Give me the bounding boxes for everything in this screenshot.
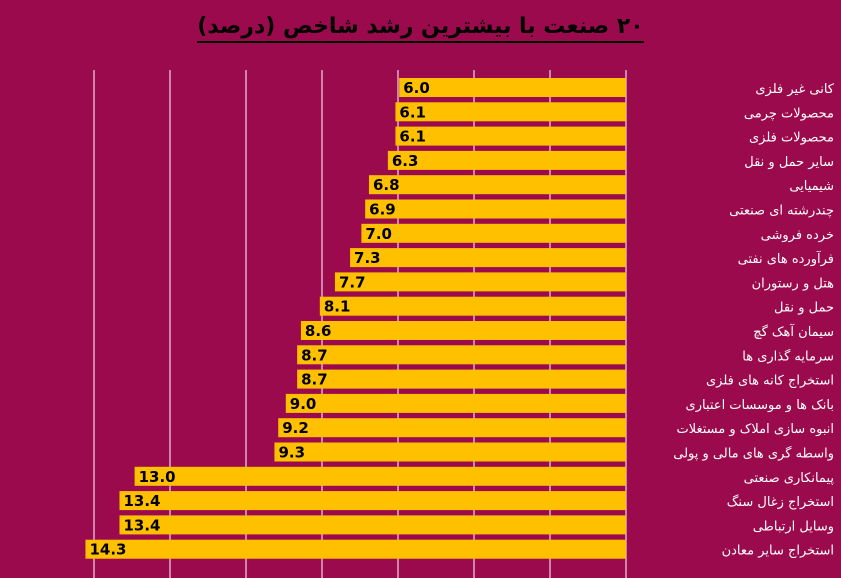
category-label: چندرشته ای صنعتی xyxy=(729,204,834,219)
bar-value-label: 9.2 xyxy=(282,419,309,437)
bar-value-label: 8.1 xyxy=(324,298,351,316)
bar-value-label: 6.0 xyxy=(403,79,430,97)
bar-value-label: 9.0 xyxy=(290,395,317,413)
bar-value-label: 7.7 xyxy=(339,273,366,291)
category-label: واسطه گری های مالی و پولی xyxy=(673,446,834,462)
category-label: پیمانکاری صنعتی xyxy=(744,471,835,486)
category-labels: کانی غیر فلزی محصولات چرمی محصولات فلزی سای… xyxy=(673,82,835,559)
category-label: شیمیایی xyxy=(789,179,834,194)
category-label: سیمان آهک گچ xyxy=(753,323,834,340)
bar xyxy=(119,491,626,511)
bar xyxy=(85,539,626,559)
bar xyxy=(387,150,626,170)
bar-value-label: 14.3 xyxy=(89,541,126,559)
bar xyxy=(119,515,626,535)
bar xyxy=(334,272,626,292)
chart-title-text: ۲۰ صنعت با بیشترین رشد شاخص (درصد) xyxy=(197,14,644,43)
category-label: کانی غیر فلزی xyxy=(755,82,834,97)
category-label: بانک ها و موسسات اعتباری xyxy=(686,398,834,413)
category-label: محصولات چرمی xyxy=(744,106,834,121)
bar xyxy=(368,175,626,195)
bar-value-label: 6.9 xyxy=(369,201,396,219)
bar xyxy=(399,78,626,97)
chart-title: ۲۰ صنعت با بیشترین رشد شاخص (درصد) xyxy=(0,14,841,43)
bar-value-label: 13.4 xyxy=(123,516,160,534)
bar-value-label: 8.6 xyxy=(305,322,332,340)
bar-value-label: 8.7 xyxy=(301,346,328,364)
category-label: محصولات فلزی xyxy=(749,131,834,146)
bar-value-label: 7.3 xyxy=(354,249,381,267)
bar-value-label: 6.1 xyxy=(399,103,426,121)
bar xyxy=(278,418,626,438)
bar xyxy=(365,199,626,219)
bar-value-label: 9.3 xyxy=(278,444,305,462)
bar-value-label: 6.3 xyxy=(392,152,419,170)
category-label: انبوه سازی املاک و مستغلات xyxy=(676,422,834,437)
bar-value-label: 6.8 xyxy=(373,176,400,194)
bar-value-label: 8.7 xyxy=(301,371,328,389)
bar xyxy=(361,223,626,243)
bar xyxy=(395,102,626,122)
bar-value-label: 7.0 xyxy=(365,225,392,243)
value-labels: 6.0 6.1 6.1 6.3 6.8 6.9 7.0 7.3 7.7 8.1 8.6 8.7 8.7 9… xyxy=(89,79,429,559)
bar xyxy=(300,321,626,340)
category-label: سرمایه گذاری ها xyxy=(742,348,834,364)
category-label: هتل و رستوران xyxy=(752,276,835,291)
bar xyxy=(285,393,626,413)
bar-value-label: 13.4 xyxy=(123,492,160,510)
bars xyxy=(85,78,626,559)
bar xyxy=(134,466,626,486)
category-label: خرده فروشی xyxy=(761,228,834,243)
category-label: استخراج کانه های فلزی xyxy=(706,374,834,389)
category-label: سایر حمل و نقل xyxy=(744,155,834,170)
bar xyxy=(297,369,626,389)
bar-value-label: 6.1 xyxy=(399,128,426,146)
category-label: وسایل ارتباطی xyxy=(753,519,834,534)
bar xyxy=(319,296,626,316)
bar xyxy=(350,248,626,268)
bar xyxy=(274,442,626,462)
bar xyxy=(297,345,626,365)
bar-value-label: 13.0 xyxy=(139,468,176,486)
category-label: استخراج سایر معادن xyxy=(722,544,834,559)
bar xyxy=(395,126,626,146)
category-label: حمل و نقل xyxy=(774,301,834,316)
category-label: فرآورده های نفتی xyxy=(738,250,834,267)
category-label: استخراج زغال سنگ xyxy=(727,494,834,510)
